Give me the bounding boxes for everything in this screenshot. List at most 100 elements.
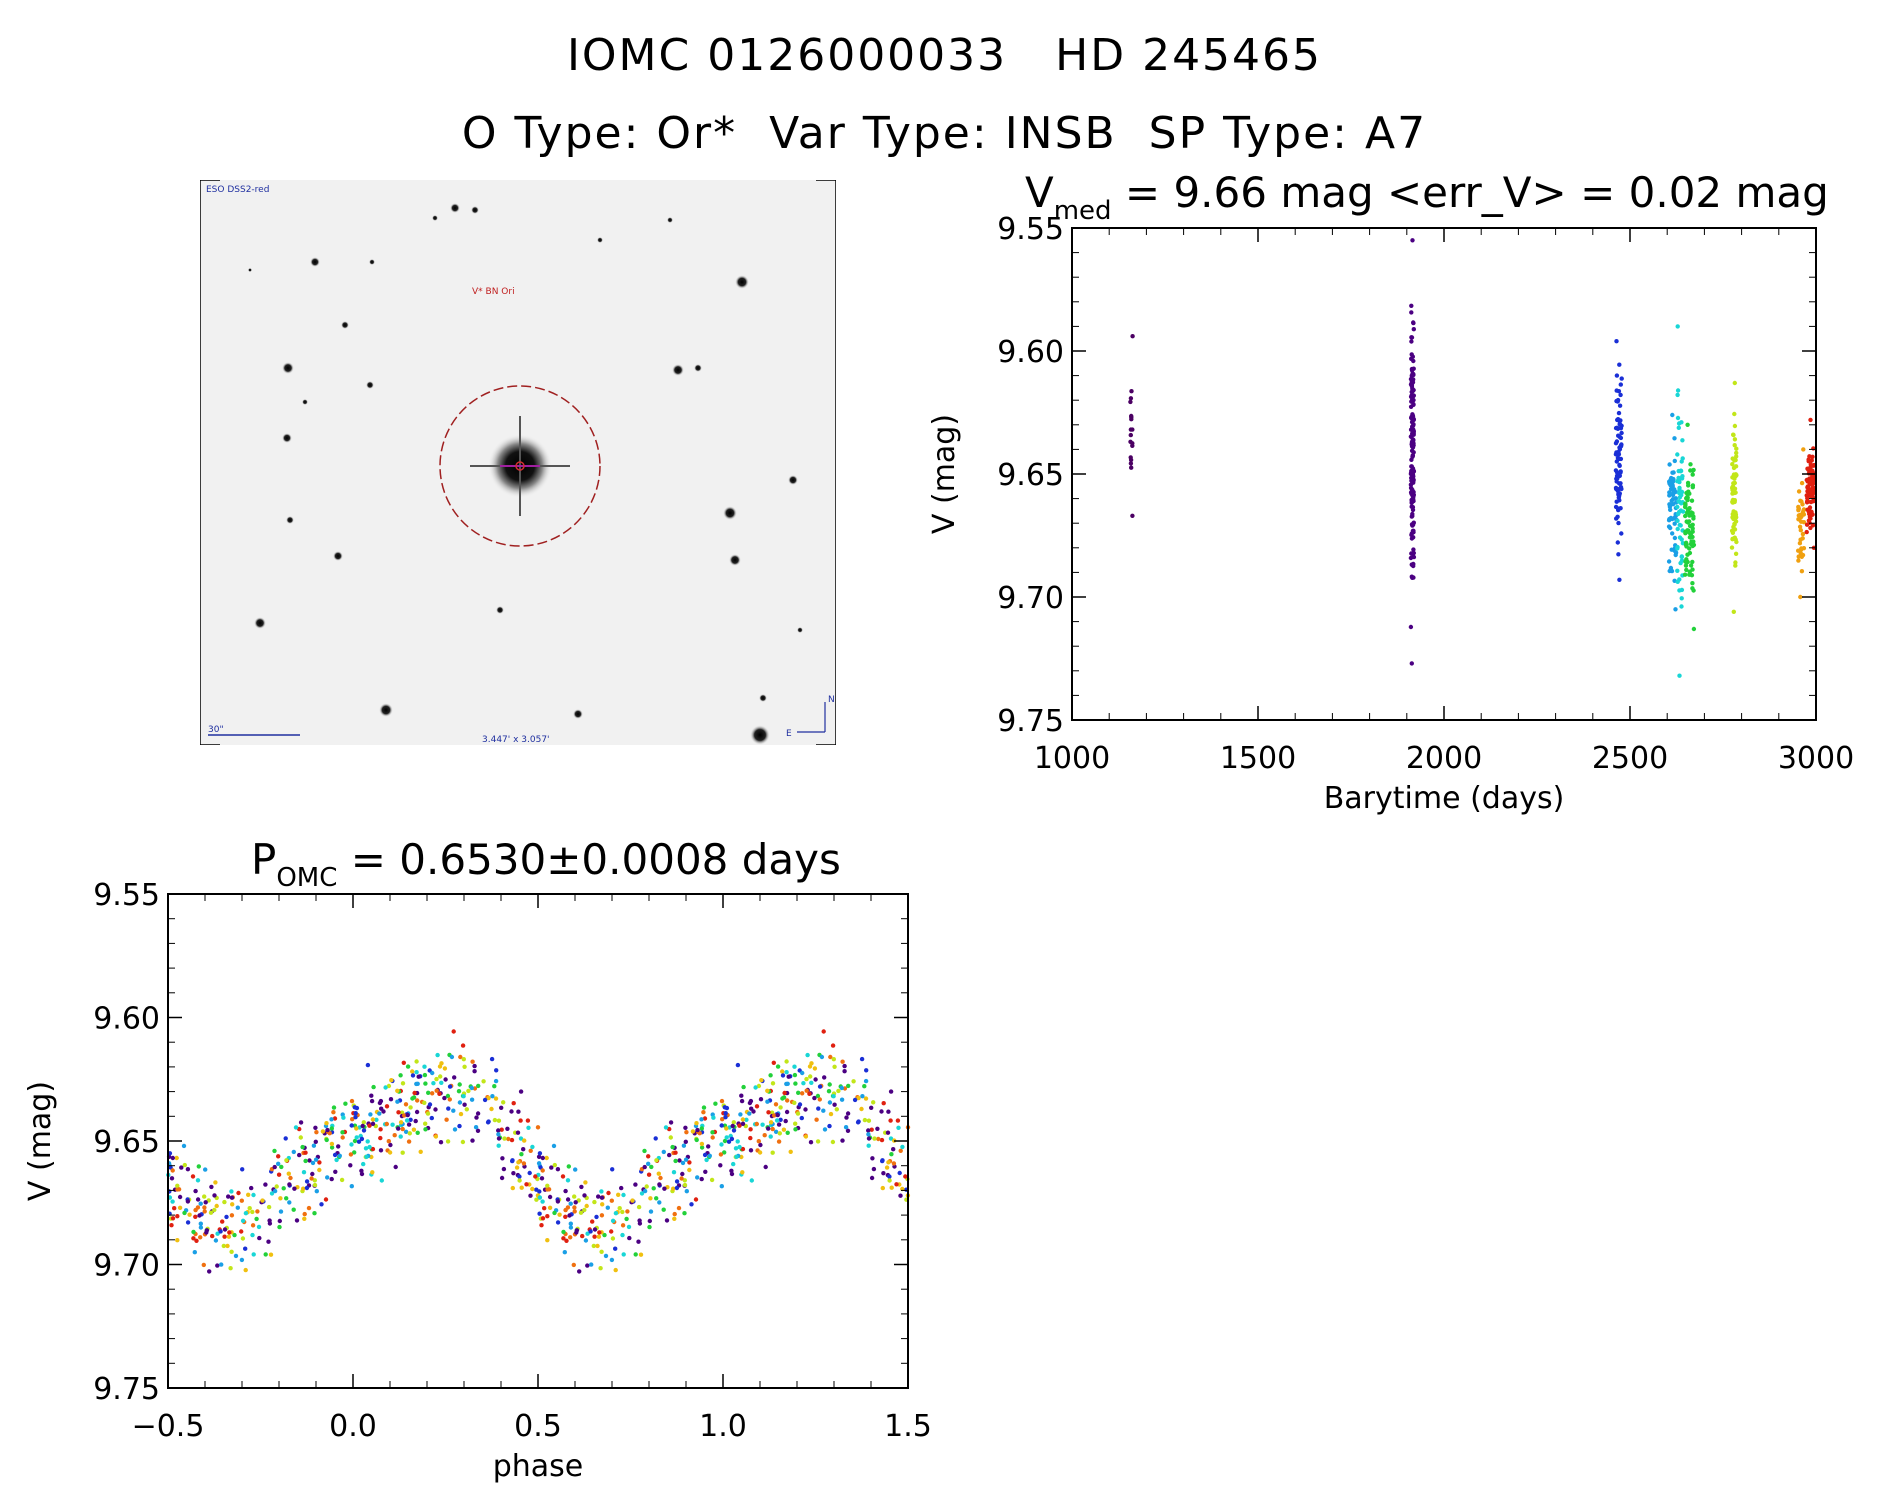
phase-point: [827, 1100, 833, 1105]
lc-point-epoch-3: [1617, 471, 1622, 477]
phase-point: [740, 1170, 745, 1175]
phase-point: [468, 1084, 473, 1089]
phase-point: [710, 1130, 715, 1135]
phase-point: [185, 1197, 190, 1202]
phase-point: [193, 1214, 198, 1220]
phase-point: [766, 1126, 771, 1131]
phase-point: [639, 1167, 645, 1172]
lc-point-epoch-4: [1670, 502, 1676, 507]
lc-point-epoch-2: [1411, 477, 1416, 482]
lc-point-epoch-7: [1732, 527, 1738, 532]
phase-point: [674, 1185, 680, 1191]
phase-point: [681, 1143, 687, 1148]
phase-point: [739, 1147, 744, 1152]
lc-point-epoch-2: [1410, 442, 1415, 447]
phase-point: [330, 1123, 335, 1129]
phase-point: [278, 1209, 284, 1214]
lc-point-epoch-7: [1732, 480, 1738, 486]
lc-ytick-label: 9.75: [997, 704, 1064, 739]
phase-point: [212, 1207, 217, 1213]
lc-point-epoch-7: [1733, 563, 1738, 568]
lc-point-epoch-7: [1731, 465, 1737, 471]
phase-point: [232, 1232, 237, 1238]
phase-point: [175, 1183, 180, 1189]
lc-point-epoch-2: [1410, 437, 1416, 442]
phase-point: [808, 1140, 814, 1145]
phase-point: [225, 1243, 230, 1249]
phase-point: [426, 1105, 431, 1110]
lc-point-epoch-3: [1615, 488, 1620, 493]
lc-frame: [1071, 227, 1817, 721]
lc-ylabel: V (mag): [927, 414, 962, 534]
lc-point-epoch-9: [1808, 493, 1814, 499]
phase-point: [215, 1263, 220, 1268]
lc-point-epoch-7: [1733, 510, 1738, 515]
phase-point: [657, 1200, 662, 1205]
lc-point-epoch-3: [1614, 425, 1620, 430]
lc-point-epoch-2: [1410, 438, 1416, 444]
phase-point: [572, 1209, 577, 1214]
field-star: [282, 362, 294, 374]
lc-point-epoch-4: [1673, 550, 1679, 555]
lc-point-epoch-7: [1731, 481, 1736, 486]
phase-point: [202, 1205, 207, 1210]
phase-point: [828, 1111, 834, 1117]
phase-point: [566, 1164, 571, 1169]
phase-point: [415, 1130, 420, 1136]
lc-point-epoch-2: [1409, 414, 1414, 420]
phase-point: [329, 1126, 334, 1131]
lc-point-epoch-3: [1617, 577, 1622, 582]
phase-point: [621, 1252, 626, 1257]
lc-point-epoch-5: [1680, 573, 1685, 578]
lc-point-epoch-2: [1410, 441, 1415, 446]
phase-point: [240, 1167, 245, 1172]
lc-point-epoch-4: [1667, 479, 1672, 484]
phase-point: [361, 1161, 366, 1167]
lc-point-epoch-3: [1617, 481, 1623, 486]
lc-point-epoch-2: [1410, 443, 1416, 449]
phase-point: [340, 1112, 345, 1117]
phase-point: [302, 1145, 307, 1151]
lc-point-epoch-5: [1679, 604, 1684, 609]
phase-point: [399, 1110, 405, 1115]
phase-point: [475, 1128, 481, 1134]
phase-point: [699, 1130, 705, 1135]
phase-point: [271, 1187, 276, 1192]
lc-point-epoch-2: [1410, 472, 1416, 478]
lc-point-epoch-2: [1411, 320, 1416, 326]
lc-point-epoch-9: [1810, 485, 1815, 490]
phase-point: [793, 1121, 798, 1126]
lc-point-epoch-7: [1730, 487, 1735, 493]
lc-point-epoch-6: [1685, 507, 1691, 512]
lc-point-epoch-6: [1684, 544, 1689, 549]
lc-point-epoch-4: [1673, 500, 1679, 505]
lc-point-epoch-2: [1409, 464, 1414, 469]
phase-point: [496, 1128, 501, 1133]
phase-point: [807, 1064, 813, 1069]
phase-point: [304, 1179, 310, 1184]
lc-point-epoch-8: [1796, 506, 1802, 511]
phase-point: [780, 1069, 785, 1074]
phase-point: [768, 1120, 774, 1125]
ph-ylabel: V (mag): [23, 1081, 58, 1201]
phase-point: [202, 1232, 208, 1237]
lc-point-epoch-6: [1684, 519, 1689, 524]
phase-point: [702, 1116, 708, 1121]
phase-point: [269, 1169, 274, 1174]
phase-point: [191, 1229, 196, 1235]
lc-point-epoch-7: [1731, 472, 1737, 477]
phase-point: [739, 1093, 744, 1098]
lc-point-epoch-2: [1409, 444, 1415, 449]
phase-point: [496, 1136, 502, 1141]
lc-point-epoch-8: [1798, 594, 1803, 600]
phase-point: [817, 1084, 823, 1089]
phase-point: [804, 1088, 809, 1093]
lc-point-epoch-2: [1410, 389, 1415, 394]
phase-point: [281, 1186, 286, 1191]
lc-point-epoch-9: [1809, 471, 1815, 477]
phase-point: [423, 1121, 428, 1126]
phase-point: [329, 1130, 335, 1135]
phase-point: [257, 1235, 262, 1241]
phase-point: [309, 1176, 314, 1181]
phase-point: [545, 1238, 550, 1243]
